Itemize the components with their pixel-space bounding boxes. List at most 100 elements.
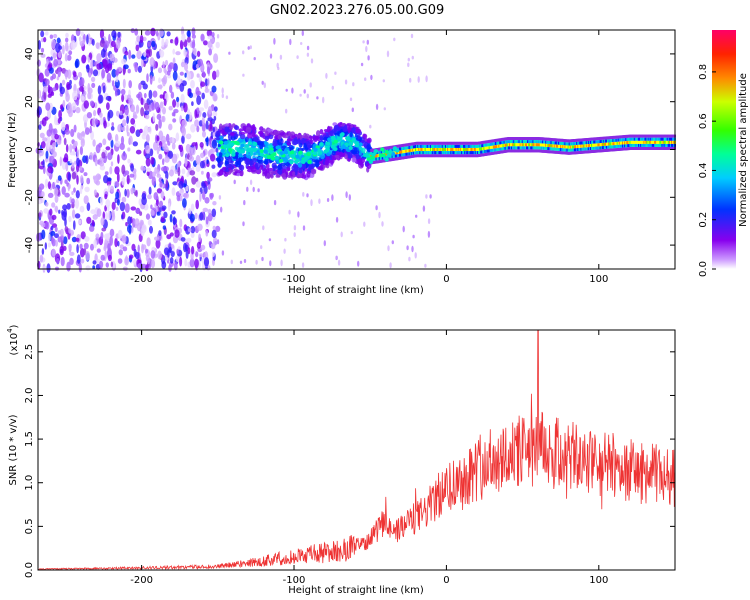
spectrogram-cell	[306, 193, 309, 198]
spectrogram-cell	[76, 149, 80, 157]
spectrogram-cell	[178, 189, 185, 194]
spectrogram-cell	[157, 250, 162, 260]
spectrogram-cell	[624, 141, 626, 145]
spectrogram-cell	[457, 141, 460, 145]
spectrogram-cell	[633, 147, 636, 150]
spectrogram-cell	[132, 218, 136, 228]
spectrogram-cell	[409, 142, 412, 146]
spectrogram-cell	[441, 148, 444, 151]
spectrogram-cell	[115, 206, 119, 211]
spectrogram-cell	[228, 51, 231, 55]
spectrogram-cell	[122, 78, 126, 89]
spectrogram-cell	[632, 140, 635, 144]
spectrogram-cell	[549, 137, 552, 141]
spectrogram-cell	[207, 106, 212, 115]
spectrogram-cell	[47, 242, 51, 248]
spectrogram-cell	[150, 156, 155, 165]
spectrogram-cell	[256, 141, 263, 146]
spectrogram-cell	[624, 147, 626, 151]
spectrogram-cell	[546, 143, 548, 147]
spectrogram-cell	[642, 134, 644, 138]
spectrogram-cell	[549, 141, 552, 144]
spectrogram-cell	[102, 59, 108, 69]
spectrogram-cell	[139, 128, 143, 134]
spectrogram-cell	[172, 70, 178, 81]
spectrogram-cell	[104, 42, 108, 51]
spectrogram-cell	[206, 136, 209, 147]
spectrogram-cell	[277, 66, 280, 71]
spectrogram-cell	[471, 154, 474, 158]
spectrogram-cell	[512, 143, 514, 147]
spectrogram-cell	[546, 137, 548, 141]
spectrogram-cell	[354, 150, 360, 154]
spectrogram-cell	[661, 137, 664, 141]
spectrogram-cell	[139, 34, 144, 44]
spectrogram-cell	[449, 148, 451, 151]
spectrogram-cell	[488, 146, 491, 150]
spectrogram-cell	[132, 141, 138, 147]
spectrogram-cell	[424, 263, 427, 268]
spectrogram-cell	[211, 172, 217, 178]
spectrogram-cell	[109, 235, 113, 246]
spectrogram-cell	[350, 231, 353, 235]
spectrogram-cell	[212, 201, 217, 206]
spectrogram-cell	[415, 154, 417, 158]
spectrogram-cell	[478, 147, 480, 151]
spectrogram-cell	[650, 143, 653, 147]
spectrogram-cell	[345, 136, 350, 141]
spectrogram-cell	[559, 138, 561, 142]
spectrogram-cell	[213, 106, 218, 112]
spectrogram-cell	[156, 211, 161, 216]
spectrogram-cell	[391, 148, 394, 152]
spectrogram-cell	[399, 153, 401, 157]
spectrogram-cell	[629, 147, 632, 150]
spectrogram-cell	[505, 149, 508, 153]
spectrogram-cell	[105, 146, 111, 151]
spectrogram-cell	[93, 109, 97, 117]
spectrogram-cell	[293, 232, 296, 238]
spectrogram-cell	[435, 141, 438, 145]
spectrogram-cell	[475, 144, 478, 148]
spectrogram-cell	[54, 233, 59, 239]
spectrogram-cell	[349, 97, 353, 102]
spectrogram-cell	[595, 140, 598, 144]
spectrogram-cell	[624, 135, 626, 138]
spectrogram-cell	[465, 151, 467, 155]
spectrogram-cell	[403, 156, 406, 160]
spectrogram-cell	[393, 37, 396, 42]
spectrogram-cell	[617, 148, 620, 151]
spectrogram-cell	[189, 111, 192, 121]
spectrogram-cell	[660, 137, 663, 141]
spectrogram-cell	[207, 213, 213, 222]
spectrogram-cell	[618, 144, 621, 148]
spectrogram-cell	[575, 145, 577, 149]
spectrogram-cell	[489, 142, 492, 146]
spectrogram-cell	[642, 143, 644, 147]
spectrogram-cell	[480, 144, 482, 148]
spectrogram-cell	[384, 146, 386, 150]
spectrogram-cell	[83, 195, 89, 205]
spectrogram-cell	[495, 142, 497, 145]
spectrogram-cell	[470, 154, 473, 158]
spectrogram-cell	[130, 104, 135, 113]
spectrogram-cell	[64, 217, 67, 227]
spectrogram-cell	[121, 196, 127, 203]
spectrogram-cell	[490, 142, 493, 146]
spectrogram-cell	[449, 141, 451, 145]
spectrogram-cell	[357, 158, 363, 166]
spectrogram-cell	[119, 110, 123, 116]
spectrogram-cell	[405, 146, 408, 150]
spectrogram-cell	[635, 137, 638, 141]
spectrogram-cell	[103, 175, 109, 184]
spectrogram-cell	[136, 93, 141, 99]
spectrogram-cell	[501, 137, 504, 141]
spectrogram-cell	[410, 33, 414, 39]
spectrogram-cell	[64, 192, 70, 198]
spectrogram-cell	[594, 146, 596, 150]
spectrogram-cell	[602, 139, 605, 143]
spectrogram-cell	[533, 140, 536, 144]
spectrogram-cell	[481, 153, 483, 157]
spectrogram-cell	[150, 27, 156, 37]
spectrogram-cell	[586, 138, 589, 141]
